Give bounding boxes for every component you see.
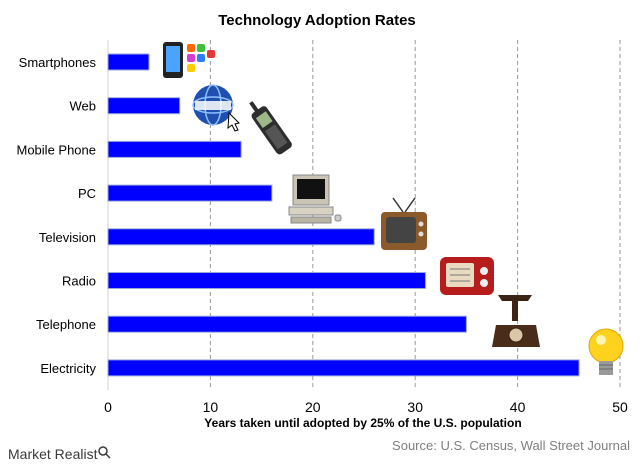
bar-television xyxy=(107,228,375,246)
source-note: Source: U.S. Census, Wall Street Journal xyxy=(392,438,630,453)
x-tick-label: 20 xyxy=(305,399,321,415)
bar-mobile-phone xyxy=(107,140,242,158)
category-label: Television xyxy=(39,230,96,245)
brand-name: Market Realist xyxy=(8,446,98,462)
bar-radio xyxy=(107,272,426,289)
lightbulb-icon xyxy=(588,328,624,375)
x-tick-label: 30 xyxy=(407,399,423,415)
x-tick-label: 0 xyxy=(104,399,112,415)
globe-icon xyxy=(192,84,240,132)
bar-smartphones xyxy=(107,53,150,71)
category-label: PC xyxy=(78,186,96,201)
bar-telephone xyxy=(107,315,467,333)
grid-lines xyxy=(107,40,621,390)
category-labels: Smartphones Web Mobile Phone PC Television Ra… xyxy=(17,55,97,376)
magnifier-icon xyxy=(98,446,111,459)
x-tick-label: 50 xyxy=(612,399,628,415)
brand-logo: Market Realist xyxy=(8,446,111,462)
category-label: Electricity xyxy=(40,361,96,376)
radio-icon xyxy=(440,257,494,295)
telephone-icon xyxy=(492,295,540,347)
television-icon xyxy=(381,197,427,250)
x-tick-label: 40 xyxy=(510,399,526,415)
x-tick-label: 10 xyxy=(203,399,219,415)
x-tick-labels: 0 10 20 30 40 50 xyxy=(104,399,628,415)
category-label: Radio xyxy=(62,274,96,289)
bar-web xyxy=(107,97,181,115)
category-label: Smartphones xyxy=(19,55,97,70)
category-label: Web xyxy=(70,99,97,114)
chart-title: Technology Adoption Rates xyxy=(218,12,416,29)
bar-electricity xyxy=(107,359,580,377)
bars xyxy=(107,53,580,377)
icons xyxy=(163,42,624,375)
smartphone-icon xyxy=(163,42,215,78)
pc-icon xyxy=(288,174,342,224)
category-label: Mobile Phone xyxy=(17,142,97,157)
bar-pc xyxy=(107,184,273,202)
x-axis-label: Years taken until adopted by 25% of the … xyxy=(204,416,521,430)
category-label: Telephone xyxy=(36,317,96,332)
mobile-phone-icon xyxy=(249,101,292,155)
